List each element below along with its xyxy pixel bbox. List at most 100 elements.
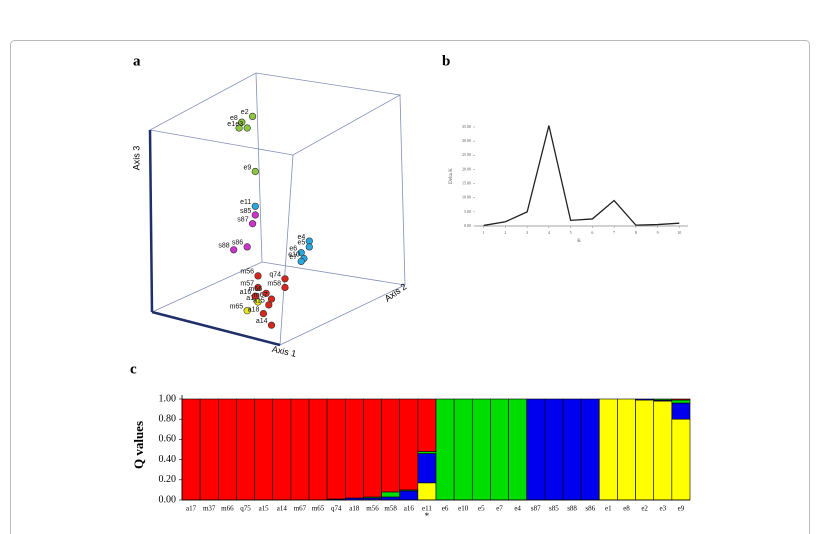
point-label: e2 xyxy=(241,109,249,116)
bar-segment xyxy=(435,398,455,501)
bar-segment xyxy=(471,398,491,501)
y-tick-label: 30.00 xyxy=(462,138,471,143)
line xyxy=(483,125,680,227)
x-tick-label: m37 xyxy=(203,505,216,513)
y-axis-label: Q values xyxy=(131,421,146,469)
x-tick-label: e9 xyxy=(678,505,685,513)
cube-edge xyxy=(255,72,263,263)
cube-axes xyxy=(148,129,281,347)
point-label: e6 xyxy=(289,246,297,253)
x-tick-label: 1 xyxy=(483,230,485,235)
point-label: e8 xyxy=(230,115,238,122)
point xyxy=(235,124,243,132)
point xyxy=(251,211,259,219)
y-tick-label: 1.00 xyxy=(159,393,177,404)
panel-label: b xyxy=(442,53,450,69)
bar-segment xyxy=(217,398,237,501)
y-tick-label: 5.00 xyxy=(464,209,471,214)
bar-segment xyxy=(363,398,382,498)
bar-segment xyxy=(671,398,691,401)
point xyxy=(297,257,305,266)
bar-segment xyxy=(399,398,419,491)
y-tick-label: 0.60 xyxy=(159,434,177,445)
bar-segment xyxy=(580,398,600,501)
cube-back xyxy=(151,261,406,313)
bar-segment xyxy=(635,399,655,501)
y-tick-label: 25.00 xyxy=(462,152,471,157)
bar-segment xyxy=(381,496,401,501)
bar-segment xyxy=(671,418,691,501)
point xyxy=(243,307,251,315)
x-tick-label: 6 xyxy=(591,230,593,235)
x-tick-label: e8 xyxy=(623,505,630,513)
point-label: a18 xyxy=(248,306,260,313)
point xyxy=(249,112,257,120)
point-label: e3 xyxy=(235,121,243,128)
point-label: e4 xyxy=(298,234,306,241)
point xyxy=(267,295,276,303)
cube-edge xyxy=(399,94,406,286)
x-axis-label: K xyxy=(577,239,581,244)
panel-label: c xyxy=(130,361,137,377)
x-tick-label: m56 xyxy=(366,505,379,513)
point xyxy=(251,167,259,176)
bar-segment xyxy=(617,398,636,501)
x-tick-label: e2 xyxy=(641,505,648,513)
axis-label: Axis 3 xyxy=(131,146,141,171)
x-tick-label: e6 xyxy=(442,505,449,513)
y-tick-label: 0.80 xyxy=(159,413,177,424)
x-tick-label: 5 xyxy=(570,230,572,235)
point-label: a15 xyxy=(253,298,265,305)
y-tick-label: 0.00 xyxy=(464,223,471,228)
axis-label: Axis 1 xyxy=(271,344,297,359)
point xyxy=(259,310,268,318)
panel-b-bg xyxy=(445,110,697,245)
point-label: e9 xyxy=(244,164,252,171)
point xyxy=(262,289,270,297)
x-tick-label: e1 xyxy=(605,505,612,513)
bar-segment xyxy=(236,398,255,501)
x-tick-label: 8 xyxy=(635,230,637,235)
bar-segment xyxy=(272,398,292,501)
bar-segment xyxy=(417,453,437,484)
x-tick-label: 9 xyxy=(657,230,659,235)
x-tick-label: m66 xyxy=(221,505,234,513)
cube xyxy=(149,72,406,346)
point xyxy=(254,283,262,292)
y-tick-label: 0.00 xyxy=(159,494,177,505)
bar-segment xyxy=(544,398,564,501)
point-label: s87 xyxy=(237,217,248,224)
bar-segment xyxy=(453,398,473,501)
x-tick-label: e11 xyxy=(422,505,432,513)
bar-segment xyxy=(417,482,437,501)
bar-segment xyxy=(199,398,219,501)
x-tick-label: m58 xyxy=(384,505,397,513)
bar-segment xyxy=(326,398,346,500)
point xyxy=(281,275,289,283)
point-label: e7 xyxy=(289,254,297,261)
point-label: e11 xyxy=(240,199,251,206)
y-tick-label: 10.00 xyxy=(462,195,471,200)
x-tick-label: a16 xyxy=(404,505,415,513)
x-tick-label: e7 xyxy=(496,505,503,513)
x-tick-label: m65 xyxy=(312,505,325,513)
x-tick-label: a18 xyxy=(349,505,360,513)
point xyxy=(297,249,305,257)
bar-segment xyxy=(653,398,673,401)
point xyxy=(243,243,251,251)
x-tick-label: a15 xyxy=(259,505,270,513)
x-tick-label: e3 xyxy=(659,505,666,513)
y-tick-label: 0.20 xyxy=(159,474,177,485)
point-label: a1 xyxy=(246,295,254,302)
point xyxy=(251,202,259,210)
bar-segment xyxy=(417,451,437,454)
bar-segment xyxy=(508,398,528,501)
bar-segment xyxy=(399,490,419,501)
bar-segment xyxy=(653,400,673,501)
y-tick-label: 15.00 xyxy=(462,180,471,185)
point-label: m58 xyxy=(267,280,281,287)
x-tick-label: s88 xyxy=(567,505,577,513)
annotation: * xyxy=(425,511,430,521)
point xyxy=(281,283,289,292)
